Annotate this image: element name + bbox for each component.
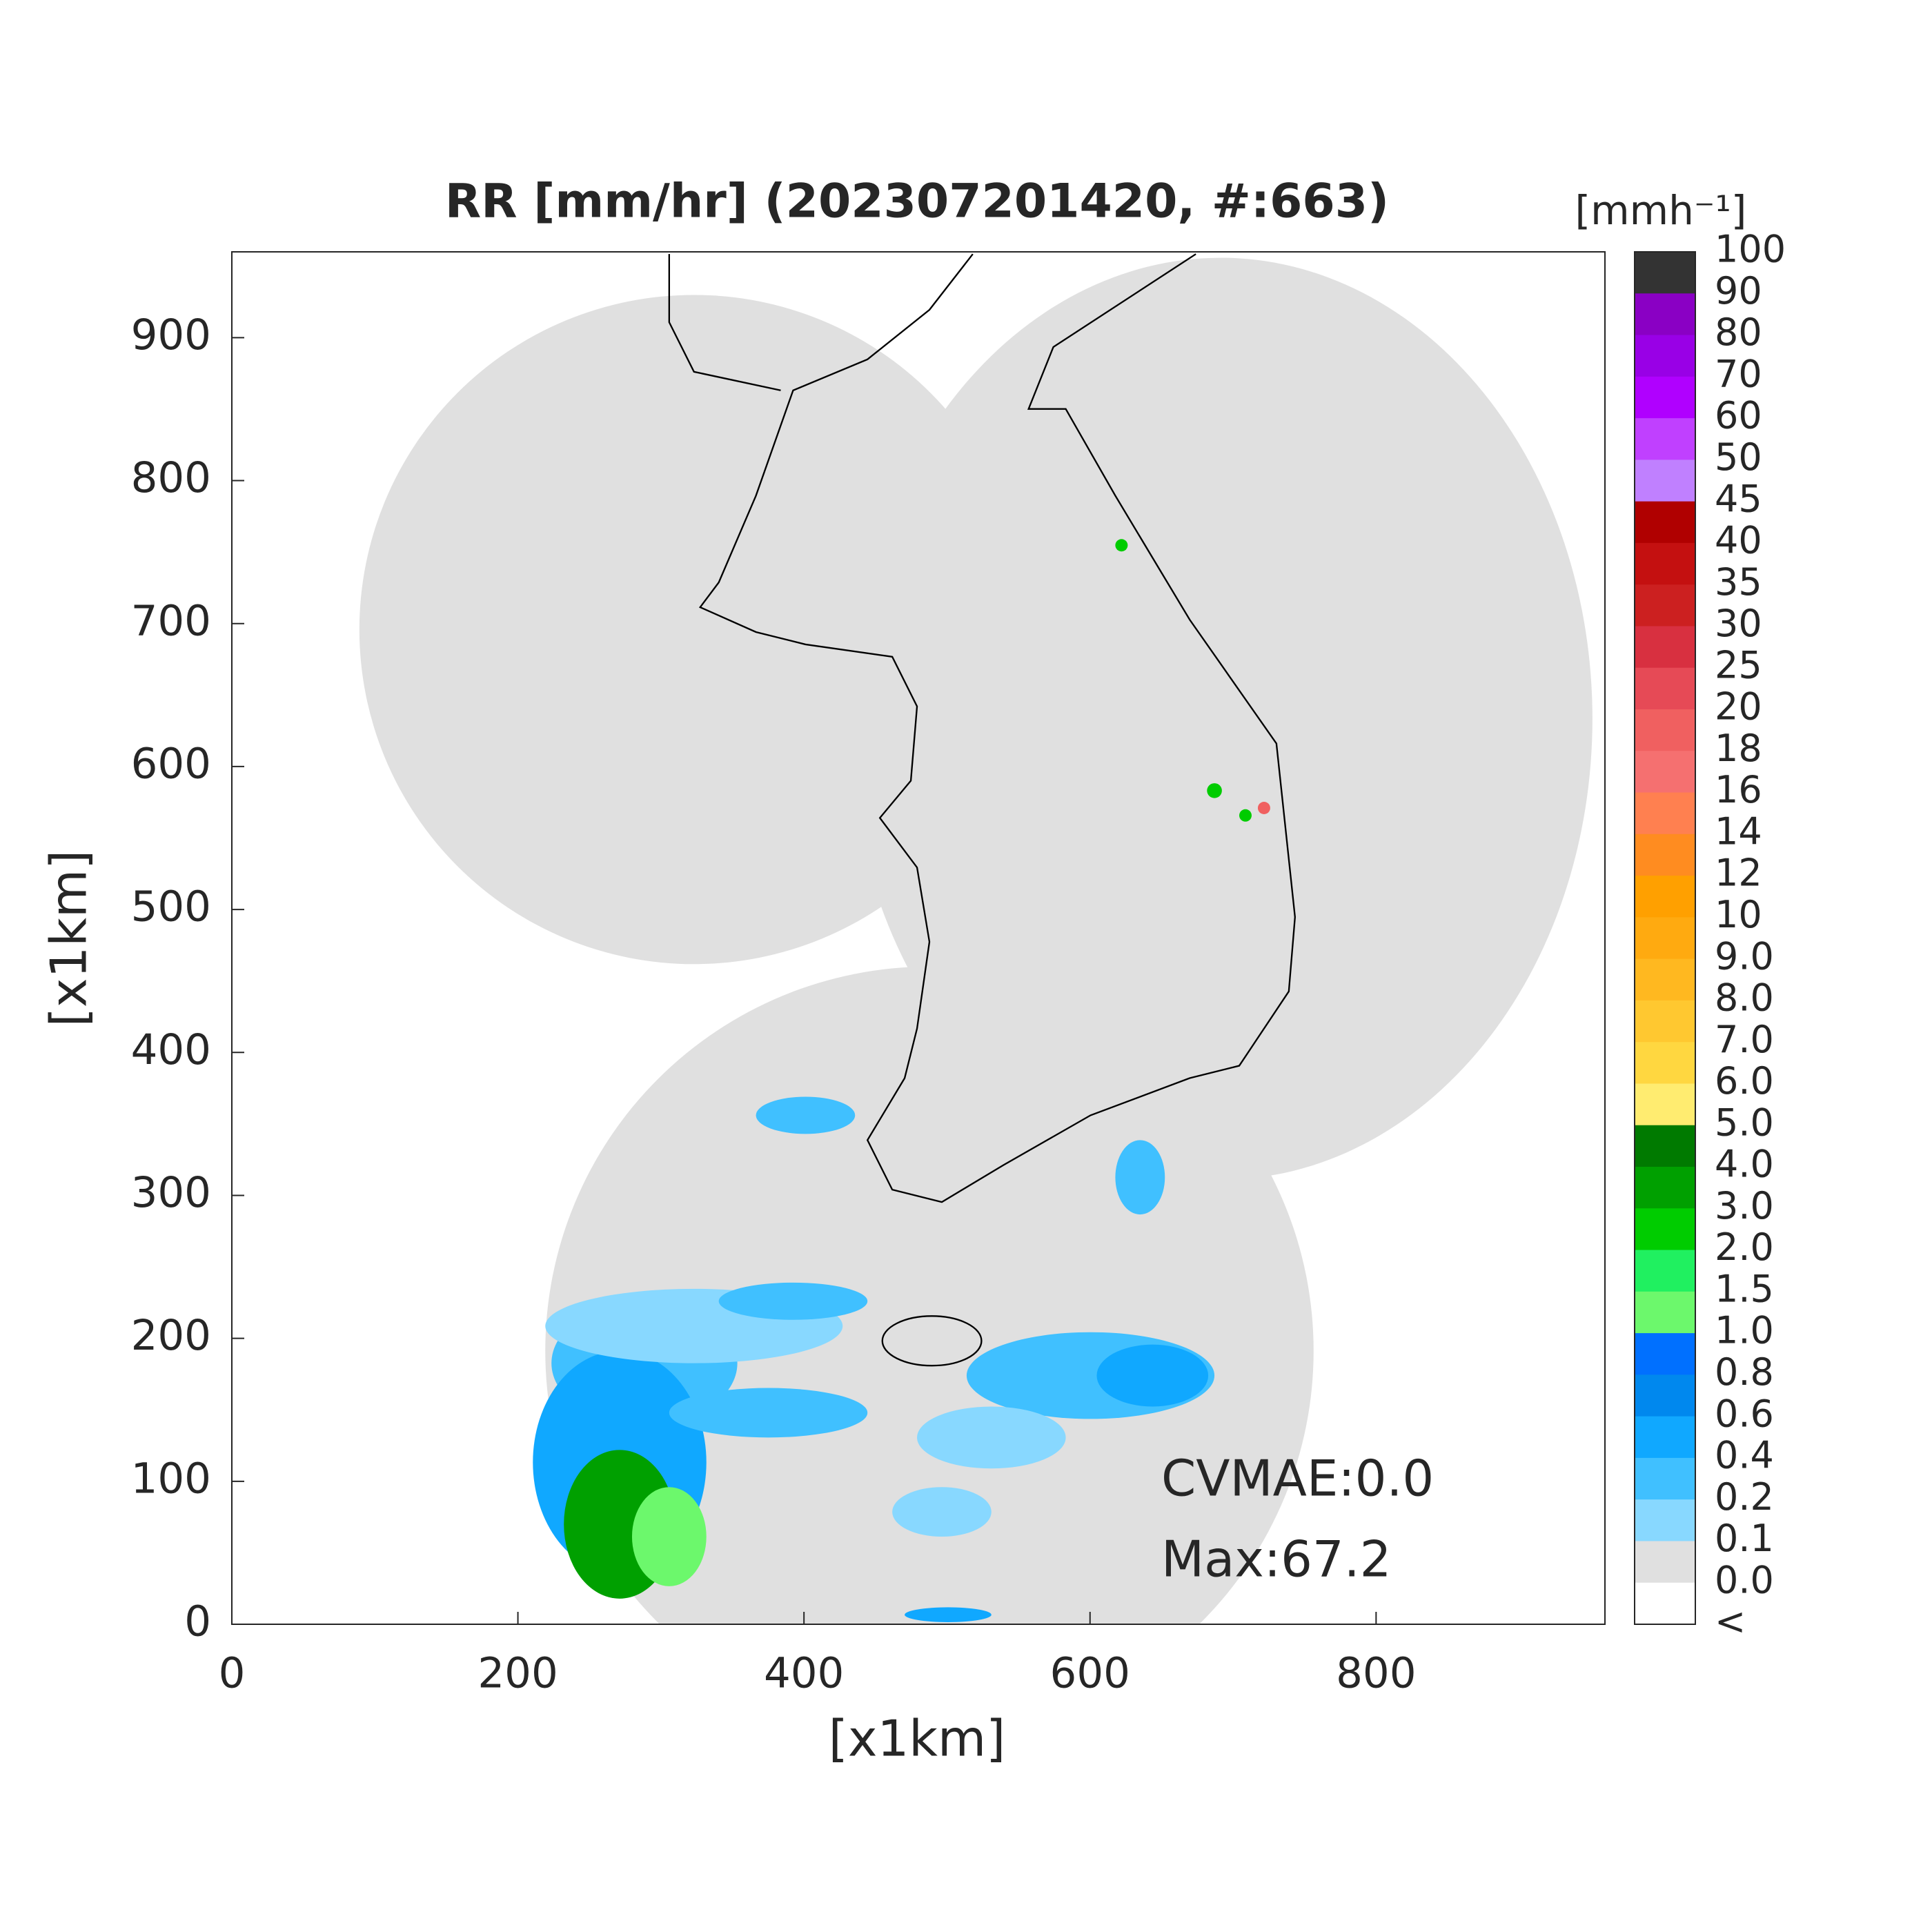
colorbar-bin — [1635, 501, 1695, 544]
colorbar-label: 90 — [1715, 269, 1762, 313]
colorbar-bin — [1635, 958, 1695, 1001]
x-tick-label: 600 — [1050, 1649, 1130, 1698]
colorbar-label: 40 — [1715, 519, 1762, 562]
colorbar-bin — [1635, 1291, 1695, 1334]
colorbar-label: 5.0 — [1715, 1101, 1774, 1144]
y-tick-label: 400 — [131, 1025, 211, 1074]
annotation: Max:67.2 — [1161, 1530, 1391, 1588]
colorbar-label: 35 — [1715, 560, 1762, 604]
colorbar-label: 0.8 — [1715, 1350, 1774, 1394]
colorbar-bin — [1635, 1582, 1695, 1625]
colorbar-label: 50 — [1715, 435, 1762, 479]
colorbar-label: 70 — [1715, 352, 1762, 395]
annotation: CVMAE:0.0 — [1161, 1450, 1434, 1508]
colorbar-bin — [1635, 917, 1695, 960]
colorbar-bin — [1635, 1499, 1695, 1541]
y-tick-label: 700 — [131, 596, 211, 645]
colorbar-bin — [1635, 792, 1695, 835]
colorbar-bin — [1635, 1541, 1695, 1584]
colorbar-label: 16 — [1715, 768, 1762, 811]
colorbar-label: 25 — [1715, 643, 1762, 687]
x-tick-label: 800 — [1336, 1649, 1416, 1698]
rain-patches — [533, 539, 1270, 1622]
colorbar-bin — [1635, 1416, 1695, 1459]
colorbar-bin — [1635, 667, 1695, 710]
y-tick-label: 600 — [131, 739, 211, 788]
colorbar-bin — [1635, 1208, 1695, 1251]
colorbar-bin — [1635, 542, 1695, 585]
colorbar-label: 45 — [1715, 477, 1762, 520]
colorbar-title: [mmh⁻¹] — [1575, 187, 1747, 234]
colorbar-label: 18 — [1715, 727, 1762, 770]
colorbar-label: 7.0 — [1715, 1018, 1774, 1061]
y-tick-label: 0 — [184, 1597, 211, 1646]
colorbar-bin — [1635, 751, 1695, 793]
colorbar-bin — [1635, 335, 1695, 377]
y-tick-label: 500 — [131, 883, 211, 931]
colorbar-label: 60 — [1715, 394, 1762, 437]
colorbar-bin — [1635, 460, 1695, 502]
colorbar-label: 6.0 — [1715, 1059, 1774, 1103]
y-axis-label: [x1km] — [40, 850, 98, 1027]
colorbar-label: 30 — [1715, 602, 1762, 645]
colorbar-bin — [1635, 376, 1695, 419]
colorbar-bin — [1635, 1125, 1695, 1167]
colorbar-bin — [1635, 1333, 1695, 1375]
colorbar-label: 2.0 — [1715, 1225, 1774, 1269]
colorbar-bin — [1635, 418, 1695, 460]
colorbar-label: 0.2 — [1715, 1475, 1774, 1519]
colorbar-bin — [1635, 834, 1695, 876]
colorbar-label: < — [1715, 1600, 1746, 1644]
colorbar-bin — [1635, 1167, 1695, 1209]
colorbar-bin — [1635, 1374, 1695, 1417]
colorbar-bin — [1635, 709, 1695, 751]
colorbar-label: 0.4 — [1715, 1434, 1774, 1477]
colorbar-bin — [1635, 584, 1695, 627]
colorbar-label: 3.0 — [1715, 1184, 1774, 1228]
colorbar-bin — [1635, 1042, 1695, 1084]
colorbar-bin — [1635, 626, 1695, 669]
colorbar-label: 10 — [1715, 893, 1762, 936]
colorbar-bin — [1635, 1250, 1695, 1292]
x-tick-label: 400 — [764, 1649, 844, 1698]
colorbar-bin — [1635, 876, 1695, 918]
colorbar-label: 12 — [1715, 851, 1762, 895]
colorbar-label: 100 — [1715, 228, 1786, 271]
colorbar-bin — [1635, 293, 1695, 336]
colorbar-label: 0.1 — [1715, 1517, 1774, 1560]
colorbar-bin — [1635, 1000, 1695, 1043]
colorbar-frame — [1634, 251, 1696, 1625]
y-tick-label: 300 — [131, 1168, 211, 1217]
y-tick-label: 800 — [131, 453, 211, 502]
colorbar-label: 1.0 — [1715, 1309, 1774, 1352]
colorbar-label: 0.6 — [1715, 1392, 1774, 1435]
colorbar-label: 9.0 — [1715, 934, 1774, 978]
colorbar-label: 80 — [1715, 310, 1762, 354]
y-tick-label: 900 — [131, 310, 211, 359]
chart-title: RR [mm/hr] (202307201420, #:663) — [445, 175, 1389, 229]
colorbar-label: 0.0 — [1715, 1558, 1774, 1601]
colorbar-label: 1.5 — [1715, 1267, 1774, 1310]
y-tick-label: 200 — [131, 1311, 211, 1360]
x-axis-label: [x1km] — [829, 1710, 1005, 1768]
colorbar-label: 8.0 — [1715, 976, 1774, 1020]
x-tick-label: 0 — [219, 1649, 246, 1698]
axes-frame — [231, 251, 1606, 1625]
x-tick-label: 200 — [477, 1649, 558, 1698]
colorbar-bin — [1635, 1083, 1695, 1126]
colorbar-bin — [1635, 252, 1695, 294]
colorbar-label: 14 — [1715, 809, 1762, 853]
radar-map — [359, 253, 1593, 1625]
colorbar-bin — [1635, 1457, 1695, 1500]
y-tick-label: 100 — [131, 1454, 211, 1503]
colorbar-label: 4.0 — [1715, 1143, 1774, 1186]
colorbar-label: 20 — [1715, 685, 1762, 729]
